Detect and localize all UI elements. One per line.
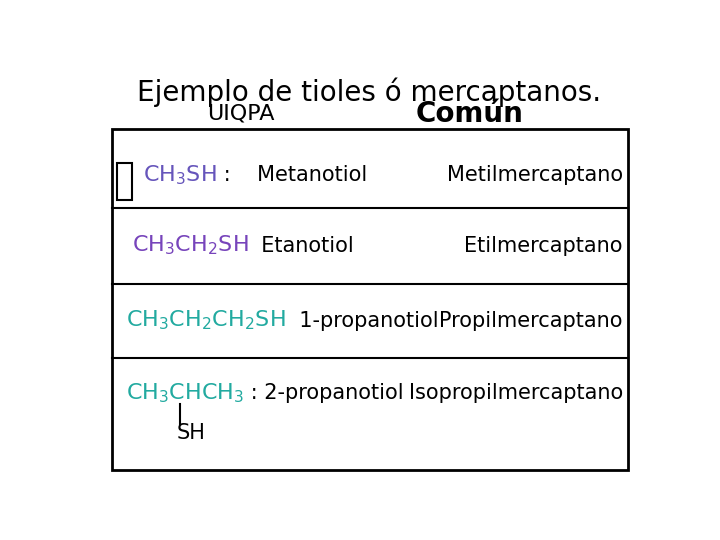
Text: 1-propanotiol: 1-propanotiol bbox=[286, 310, 438, 330]
Bar bbox=[117, 163, 132, 200]
Text: Propilmercaptano: Propilmercaptano bbox=[439, 310, 623, 330]
Bar bbox=[112, 129, 629, 470]
Text: Etilmercaptano: Etilmercaptano bbox=[464, 235, 623, 255]
Text: UIQPA: UIQPA bbox=[207, 104, 274, 124]
Text: SH: SH bbox=[176, 423, 205, 443]
Text: CH$_3$CHCH$_3$: CH$_3$CHCH$_3$ bbox=[126, 381, 245, 405]
Text: Isopropilmercaptano: Isopropilmercaptano bbox=[409, 383, 623, 403]
Text: Metilmercaptano: Metilmercaptano bbox=[447, 165, 623, 185]
Text: CH$_3$CH$_2$CH$_2$SH: CH$_3$CH$_2$CH$_2$SH bbox=[126, 309, 286, 332]
Text: CH$_3$SH: CH$_3$SH bbox=[143, 163, 217, 187]
Text: Común: Común bbox=[415, 100, 523, 128]
Text: Etanotiol: Etanotiol bbox=[248, 235, 354, 255]
Text: :    Metanotiol: : Metanotiol bbox=[217, 165, 367, 185]
Text: CH$_3$CH$_2$SH: CH$_3$CH$_2$SH bbox=[132, 234, 248, 258]
Text: : 2-propanotiol: : 2-propanotiol bbox=[245, 383, 404, 403]
Text: Ejemplo de tioles ó mercaptanos.: Ejemplo de tioles ó mercaptanos. bbox=[137, 77, 601, 106]
